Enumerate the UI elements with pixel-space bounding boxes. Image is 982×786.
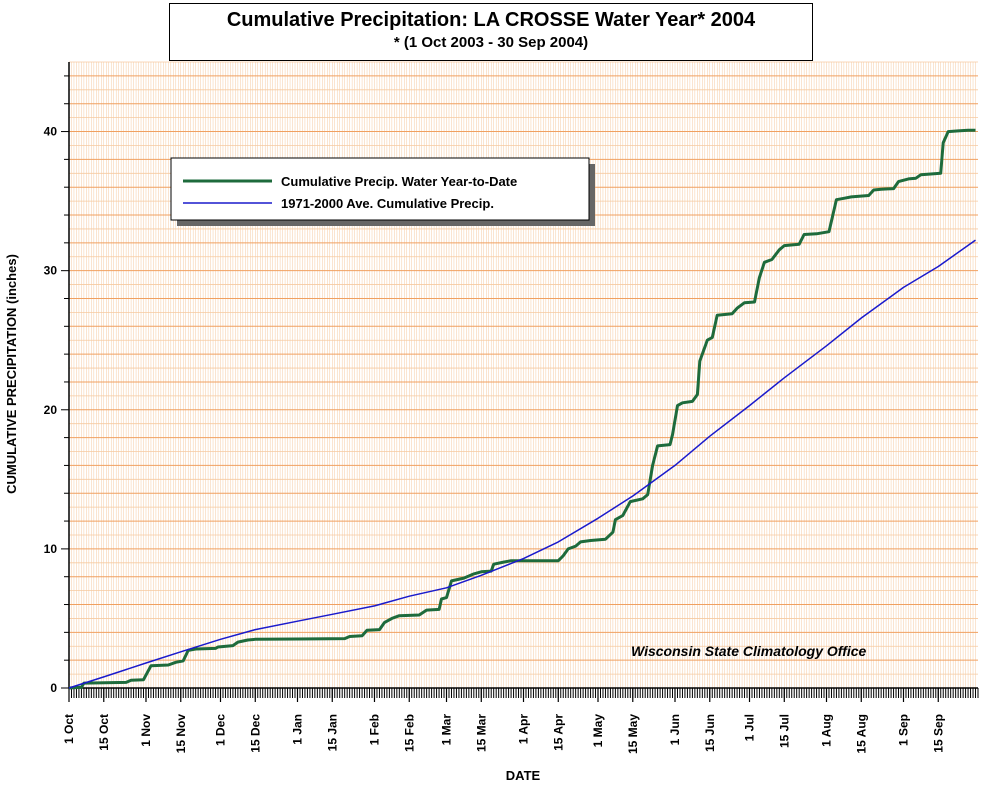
series-layer xyxy=(68,128,976,690)
x-tick-label: 15 Jan xyxy=(325,714,339,751)
x-tick-label: 1 Dec xyxy=(214,714,228,746)
series-line-observed xyxy=(68,128,976,690)
x-tick-label: 15 Mar xyxy=(474,714,488,752)
x-tick-label: 1 Feb xyxy=(367,714,381,745)
x-tick-label: 1 Jul xyxy=(743,714,757,741)
x-tick-label: 1 Sep xyxy=(896,714,910,746)
x-tick-label: 1 May xyxy=(591,714,605,748)
chart-subtitle: * (1 Oct 2003 - 30 Sep 2004) xyxy=(393,34,589,51)
y-tick-label: 20 xyxy=(44,403,58,417)
legend-label-observed: Cumulative Precip. Water Year-to-Date xyxy=(281,174,517,189)
x-tick-label: 1 Jun xyxy=(668,714,682,745)
legend-box xyxy=(170,157,590,221)
major-gridlines xyxy=(69,75,978,661)
series-line-average xyxy=(68,239,976,689)
x-tick-label: 1 Mar xyxy=(440,714,454,746)
x-tick-label: 15 May xyxy=(626,714,640,754)
x-tick-label: 15 Jun xyxy=(703,714,717,752)
y-tick-label: 40 xyxy=(44,125,58,139)
y-axis: 0 10 20 30 40 xyxy=(44,62,70,695)
legend: Cumulative Precip. Water Year-to-Date 19… xyxy=(170,157,595,226)
credit-text: Wisconsin State Climatology Office xyxy=(631,643,867,659)
x-tick-label: 1 Aug xyxy=(820,714,834,747)
x-tick-label: 15 Dec xyxy=(248,714,262,753)
x-tick-label: 15 Nov xyxy=(174,714,188,754)
x-tick-label: 1 Apr xyxy=(517,714,531,745)
x-tick-label: 15 Sep xyxy=(931,714,945,753)
x-tick-label: 15 Oct xyxy=(97,714,111,751)
y-tick-label: 10 xyxy=(44,542,58,556)
x-tick-label: 15 Feb xyxy=(402,714,416,752)
x-axis: 1 Oct 15 Oct 1 Nov 15 Nov 1 Dec 15 Dec 1 Jan 15… xyxy=(62,687,979,754)
y-tick-label: 0 xyxy=(50,681,57,695)
chart-title: Cumulative Precipitation: LA CROSSE Wate… xyxy=(226,9,756,31)
title-box: Cumulative Precipitation: LA CROSSE Wate… xyxy=(169,3,813,61)
x-tick-label: 15 Aug xyxy=(854,714,868,754)
y-tick-label: 30 xyxy=(44,264,58,278)
y-axis-title: CUMULATIVE PRECIPITATION (inches) xyxy=(4,254,19,494)
legend-label-average: 1971-2000 Ave. Cumulative Precip. xyxy=(281,196,494,211)
x-tick-label: 15 Apr xyxy=(551,714,565,751)
x-tick-label: 1 Nov xyxy=(139,714,153,747)
x-tick-label: 1 Jan xyxy=(290,714,304,745)
x-axis-title: DATE xyxy=(506,768,541,783)
x-tick-label: 1 Oct xyxy=(62,714,76,744)
minor-gridlines xyxy=(69,61,978,688)
x-tick-label: 15 Jul xyxy=(777,714,791,748)
